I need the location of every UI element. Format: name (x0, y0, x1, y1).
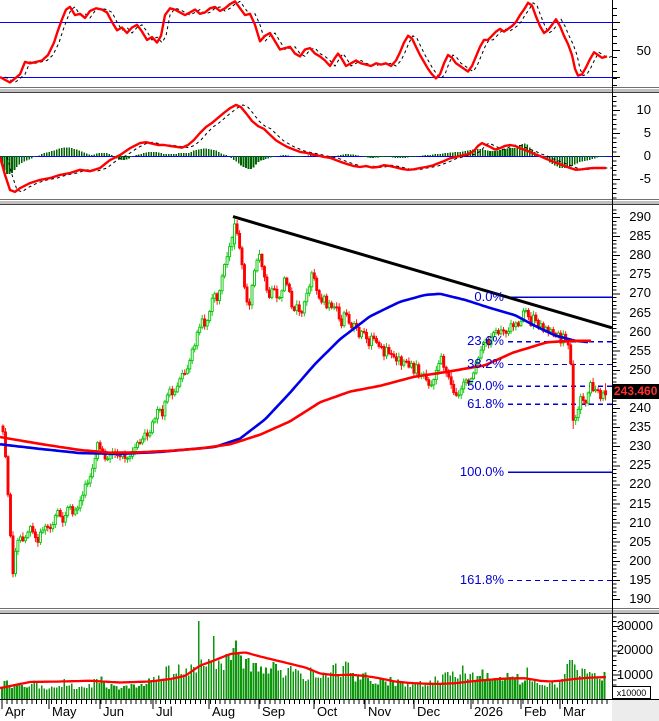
volume-ma-line (0, 651, 607, 690)
panel-separator[interactable] (0, 609, 659, 614)
rsi-axis-label: 50 (636, 43, 651, 58)
volume-multiplier-label: x10000 (612, 686, 651, 699)
macd-signal-line (6, 104, 613, 193)
downtrend-line[interactable] (232, 215, 613, 330)
volume-bars (1, 621, 606, 699)
panel-separator[interactable] (0, 200, 659, 205)
ma-red-line (0, 339, 591, 455)
candlestick-series (1, 218, 608, 578)
ma-blue-line (0, 292, 589, 456)
macd-line (0, 103, 606, 194)
panel-separator[interactable] (0, 88, 659, 93)
rsi-line (0, 0, 608, 84)
last-price-badge: 243.460 (613, 384, 659, 399)
corner-filler (612, 700, 659, 721)
rsi-signal-line (4, 0, 613, 84)
